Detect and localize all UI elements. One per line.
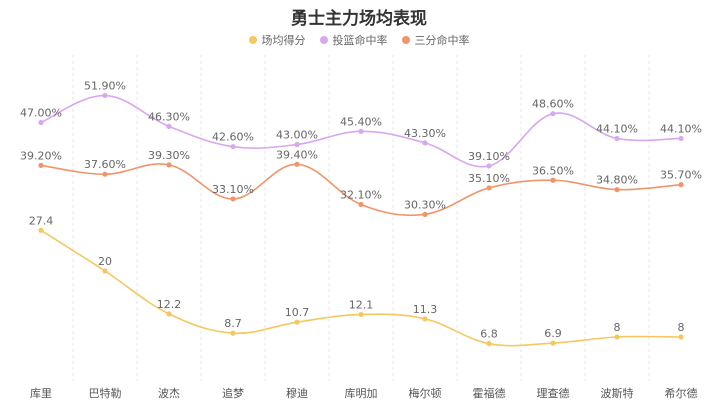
- x-tick-label: 希尔德: [665, 386, 698, 400]
- data-label: 39.30%: [148, 149, 190, 162]
- data-label: 8.7: [224, 317, 242, 330]
- data-label: 20: [98, 255, 112, 268]
- x-tick-label: 理查德: [537, 386, 570, 400]
- data-label: 39.10%: [468, 150, 510, 163]
- data-point[interactable]: [294, 141, 300, 148]
- data-label: 12.2: [157, 298, 182, 311]
- data-point[interactable]: [550, 340, 556, 346]
- data-point[interactable]: [614, 334, 620, 340]
- chart-title: 勇士主力场均表现: [291, 9, 427, 29]
- data-label: 6.8: [480, 328, 498, 341]
- data-label: 34.80%: [596, 174, 638, 187]
- data-label: 35.70%: [660, 169, 702, 182]
- data-label: 35.10%: [468, 172, 510, 185]
- data-point[interactable]: [166, 123, 172, 129]
- data-label: 39.20%: [20, 149, 62, 162]
- legend-item-fg-pct[interactable]: 投篮命中率: [319, 32, 388, 48]
- data-label: 6.9: [544, 327, 562, 340]
- data-point[interactable]: [358, 201, 364, 208]
- x-axis: 库里 巴特勒 波杰 追梦 穆迪 库明加 梅尔顿 霍福德 理查德 波斯特 希尔德: [30, 386, 698, 400]
- data-point[interactable]: [102, 92, 108, 99]
- data-label: 45.40%: [340, 115, 382, 128]
- data-point[interactable]: [422, 316, 428, 322]
- x-tick-label: 追梦: [222, 386, 244, 400]
- legend: 场均得分 投篮命中率 三分命中率: [0, 32, 718, 48]
- x-tick-label: 巴特勒: [89, 386, 122, 400]
- data-label: 46.30%: [148, 110, 190, 123]
- series-2: 39.20% 37.60% 39.30% 33.10% 39.40% 32.10% 30.3…: [20, 148, 702, 217]
- data-point[interactable]: [486, 185, 492, 191]
- data-label: 32.10%: [340, 188, 382, 201]
- data-label: 42.60%: [212, 131, 254, 144]
- data-point[interactable]: [230, 196, 236, 202]
- series-0: 27.4 20 12.2 8.7 10.7 12.1 11.3 6.8 6.9 8 8: [29, 214, 685, 347]
- data-point[interactable]: [358, 311, 364, 318]
- data-point[interactable]: [550, 177, 556, 183]
- data-label: 39.40%: [276, 148, 318, 161]
- data-point[interactable]: [294, 161, 300, 167]
- data-label: 10.7: [285, 306, 310, 319]
- data-point[interactable]: [358, 128, 364, 134]
- data-point[interactable]: [422, 211, 428, 217]
- data-point[interactable]: [678, 182, 684, 188]
- data-point[interactable]: [486, 341, 492, 347]
- x-tick-label: 霍福德: [473, 386, 506, 400]
- data-point[interactable]: [166, 162, 172, 168]
- data-label: 51.90%: [84, 80, 126, 93]
- data-label: 48.60%: [532, 98, 574, 111]
- data-point[interactable]: [166, 311, 172, 317]
- data-label: 30.30%: [404, 198, 446, 211]
- data-label: 37.60%: [84, 158, 126, 171]
- data-point[interactable]: [422, 140, 428, 146]
- data-point[interactable]: [38, 227, 44, 233]
- x-tick-label: 穆迪: [286, 386, 308, 400]
- data-label: 8: [678, 321, 685, 334]
- legend-marker-icon: [248, 36, 257, 44]
- data-point[interactable]: [486, 163, 492, 169]
- data-point[interactable]: [38, 119, 44, 126]
- data-point[interactable]: [230, 330, 236, 336]
- data-label: 27.4: [29, 214, 54, 227]
- data-point[interactable]: [230, 144, 236, 150]
- legend-item-3p-pct[interactable]: 三分命中率: [401, 32, 470, 48]
- data-point[interactable]: [614, 135, 620, 142]
- data-label: 36.50%: [532, 164, 574, 177]
- data-point[interactable]: [294, 319, 300, 325]
- data-point[interactable]: [614, 187, 620, 193]
- legend-label: 投篮命中率: [332, 34, 388, 47]
- series-1: 47.00% 51.90% 46.30% 42.60% 43.00% 45.40% 43.3…: [20, 80, 702, 169]
- x-tick-label: 库明加: [345, 387, 378, 400]
- x-tick-label: 梅尔顿: [409, 386, 442, 400]
- legend-marker-icon: [401, 36, 410, 44]
- series-line: [40, 163, 682, 217]
- data-point[interactable]: [38, 162, 44, 168]
- x-tick-label: 波斯特: [601, 386, 634, 400]
- data-label: 47.00%: [20, 107, 62, 120]
- data-label: 44.10%: [596, 122, 638, 135]
- grid-lines: [72, 55, 650, 381]
- legend-label: 三分命中率: [414, 34, 470, 47]
- data-label: 33.10%: [212, 183, 254, 196]
- legend-label: 场均得分: [261, 34, 306, 47]
- data-point[interactable]: [678, 135, 684, 142]
- legend-item-points[interactable]: 场均得分: [248, 32, 306, 48]
- data-label: 12.1: [349, 298, 374, 311]
- data-label: 43.30%: [404, 127, 446, 140]
- legend-marker-icon: [319, 36, 328, 44]
- x-tick-label: 波杰: [158, 387, 180, 400]
- data-label: 11.3: [413, 303, 438, 316]
- data-point[interactable]: [678, 334, 684, 340]
- x-tick-label: 库里: [30, 387, 52, 400]
- data-point[interactable]: [102, 268, 108, 274]
- data-label: 44.10%: [660, 122, 702, 135]
- series-layer: 27.4 20 12.2 8.7 10.7 12.1 11.3 6.8 6.9 8 8 47.00% 5…: [20, 80, 702, 347]
- data-label: 8: [614, 321, 621, 334]
- data-point[interactable]: [550, 111, 556, 117]
- data-label: 43.00%: [276, 129, 318, 142]
- data-point[interactable]: [102, 171, 108, 177]
